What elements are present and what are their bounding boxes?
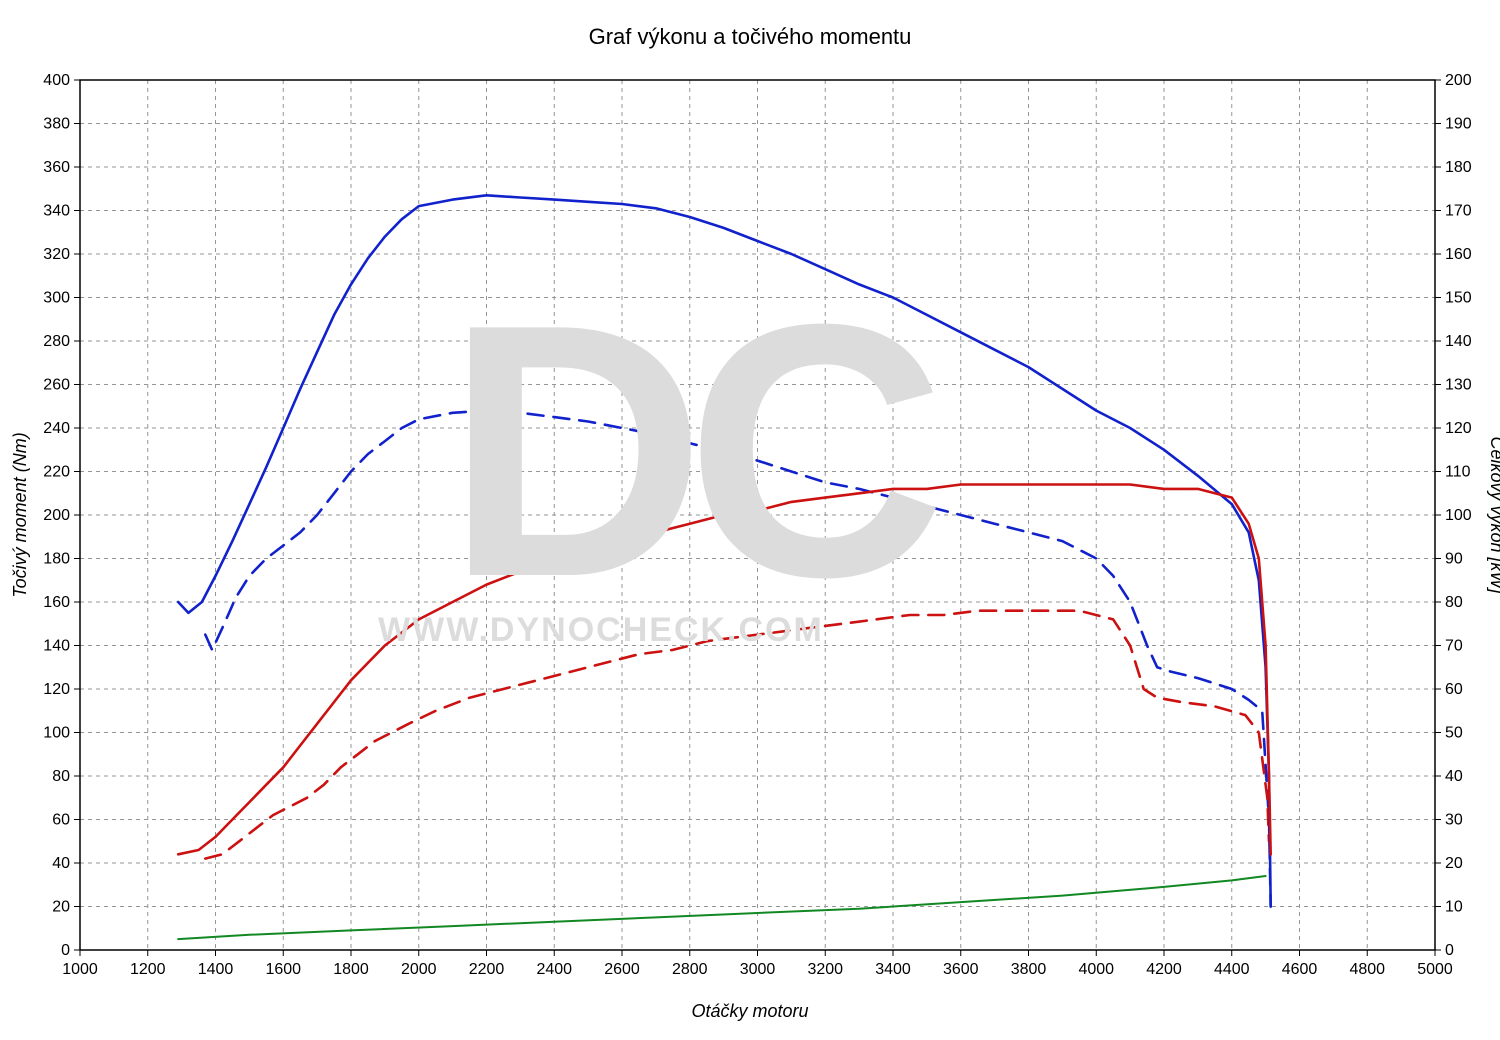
x-tick-label: 1000 [62, 961, 98, 978]
y-left-tick-label: 120 [43, 681, 70, 698]
x-tick-label: 2400 [536, 961, 572, 978]
y-right-tick-label: 30 [1445, 812, 1463, 829]
y-left-tick-label: 100 [43, 725, 70, 742]
x-tick-label: 1600 [265, 961, 301, 978]
x-tick-label: 1400 [198, 961, 234, 978]
y-left-tick-label: 240 [43, 420, 70, 437]
y-right-tick-label: 60 [1445, 681, 1463, 698]
y-left-tick-label: 300 [43, 290, 70, 307]
x-tick-label: 3000 [740, 961, 776, 978]
y-left-tick-label: 80 [52, 768, 70, 785]
y-right-tick-label: 130 [1445, 377, 1472, 394]
x-tick-label: 3200 [807, 961, 843, 978]
y-right-tick-label: 90 [1445, 551, 1463, 568]
y-left-tick-label: 400 [43, 72, 70, 89]
dyno-chart: 1000120014001600180020002200240026002800… [0, 0, 1500, 1040]
y-left-tick-label: 380 [43, 116, 70, 133]
x-tick-label: 1800 [333, 961, 369, 978]
y-left-tick-label: 20 [52, 899, 70, 916]
y-right-tick-label: 150 [1445, 290, 1472, 307]
y-right-tick-label: 200 [1445, 72, 1472, 89]
y-right-tick-label: 110 [1445, 464, 1471, 481]
chart-container: Graf výkonu a točivého momentu Otáčky mo… [0, 0, 1500, 1040]
y-left-axis-label: Točivý moment (Nm) [10, 432, 30, 597]
series-loss [178, 876, 1265, 939]
x-tick-label: 3400 [875, 961, 911, 978]
grid: 1000120014001600180020002200240026002800… [43, 72, 1472, 978]
x-tick-label: 4200 [1146, 961, 1182, 978]
y-right-tick-label: 190 [1445, 116, 1472, 133]
y-right-tick-label: 10 [1445, 899, 1463, 916]
y-right-tick-label: 40 [1445, 768, 1463, 785]
y-right-tick-label: 70 [1445, 638, 1463, 655]
series-power_dash [205, 611, 1269, 859]
x-tick-label: 3800 [1011, 961, 1047, 978]
x-tick-label: 4400 [1214, 961, 1250, 978]
x-tick-label: 4000 [1078, 961, 1114, 978]
y-left-tick-label: 320 [43, 246, 70, 263]
series-torque_solid [178, 195, 1271, 906]
y-left-tick-label: 140 [43, 638, 70, 655]
y-left-tick-label: 40 [52, 855, 70, 872]
x-axis-label: Otáčky motoru [0, 1001, 1500, 1022]
y-left-tick-label: 180 [43, 551, 70, 568]
x-tick-label: 5000 [1417, 961, 1453, 978]
x-tick-label: 2800 [672, 961, 708, 978]
series-power_solid [178, 485, 1271, 855]
x-tick-label: 1200 [130, 961, 166, 978]
x-tick-label: 2000 [401, 961, 437, 978]
y-right-axis-label: Celkový výkon [kW] [1487, 436, 1500, 594]
y-right-tick-label: 160 [1445, 246, 1472, 263]
y-left-tick-label: 0 [61, 942, 70, 959]
y-right-tick-label: 50 [1445, 725, 1463, 742]
x-tick-label: 2600 [604, 961, 640, 978]
y-right-tick-label: 170 [1445, 203, 1472, 220]
y-left-tick-label: 220 [43, 464, 70, 481]
y-right-tick-label: 120 [1445, 420, 1472, 437]
x-tick-label: 2200 [469, 961, 505, 978]
y-left-tick-label: 340 [43, 203, 70, 220]
x-tick-label: 3600 [943, 961, 979, 978]
y-right-tick-label: 20 [1445, 855, 1463, 872]
y-right-tick-label: 180 [1445, 159, 1472, 176]
y-left-tick-label: 280 [43, 333, 70, 350]
y-right-tick-label: 100 [1445, 507, 1472, 524]
y-right-tick-label: 80 [1445, 594, 1463, 611]
y-right-tick-label: 0 [1445, 942, 1454, 959]
y-left-tick-label: 60 [52, 812, 70, 829]
y-left-tick-label: 160 [43, 594, 70, 611]
x-tick-label: 4600 [1282, 961, 1318, 978]
x-tick-label: 4800 [1349, 961, 1385, 978]
chart-title: Graf výkonu a točivého momentu [0, 24, 1500, 50]
y-right-tick-label: 140 [1445, 333, 1472, 350]
y-left-tick-label: 360 [43, 159, 70, 176]
y-left-tick-label: 260 [43, 377, 70, 394]
y-left-tick-label: 200 [43, 507, 70, 524]
